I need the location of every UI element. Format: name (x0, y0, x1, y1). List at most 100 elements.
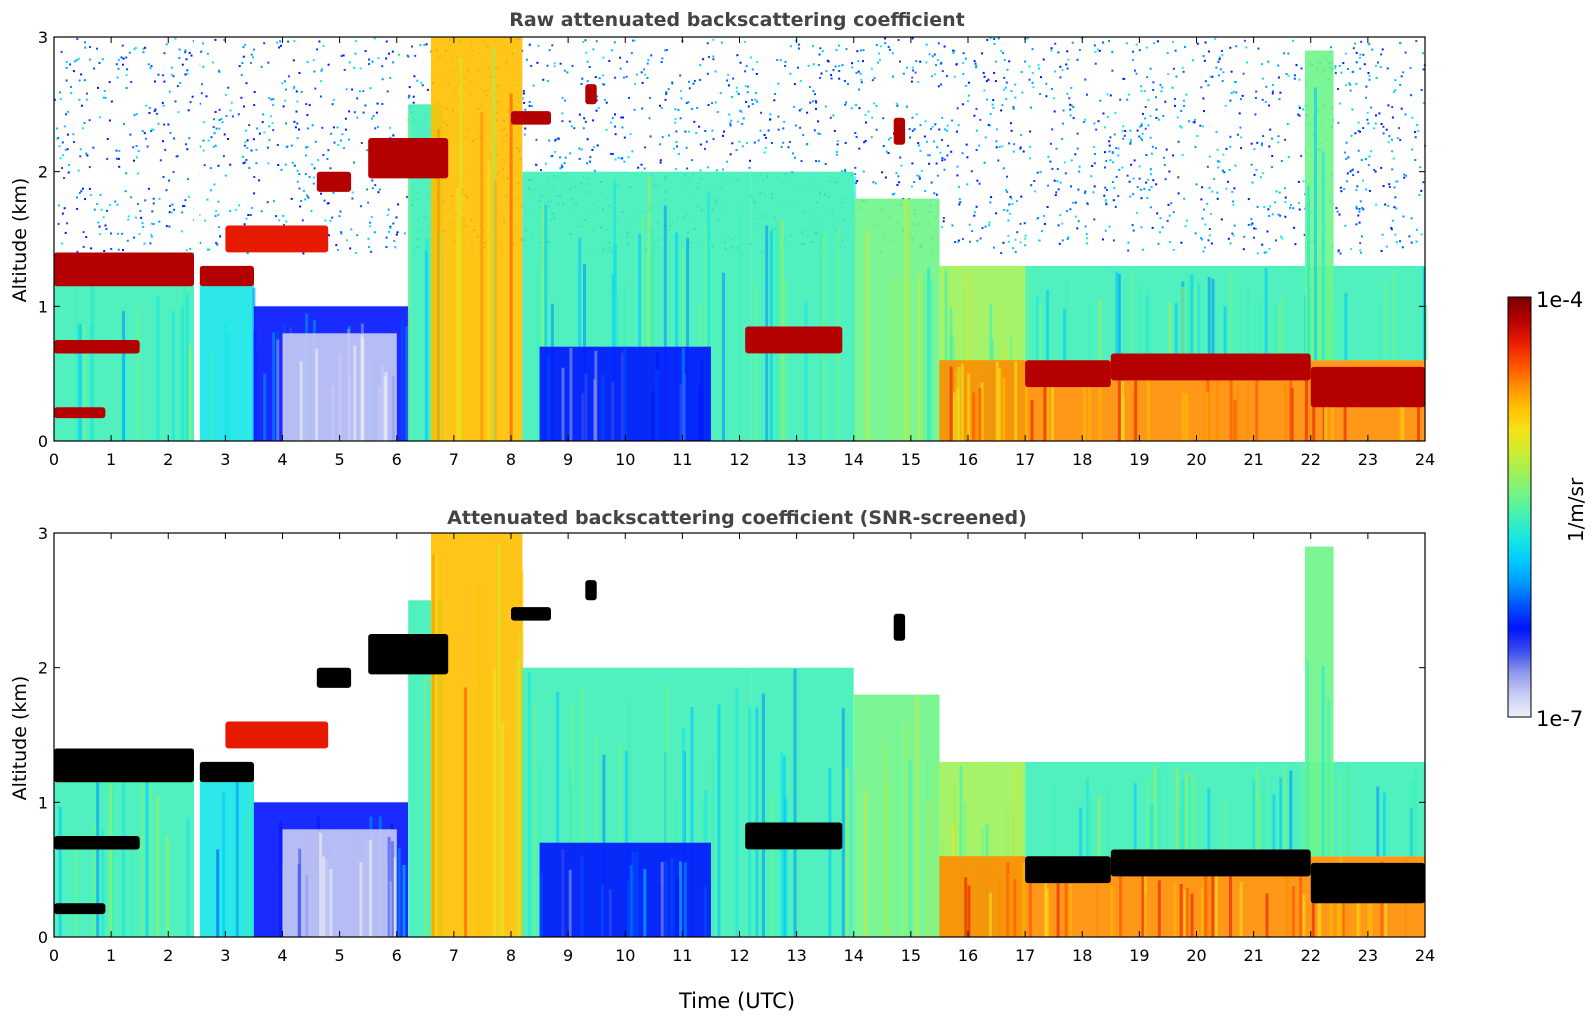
noise-speck (207, 248, 209, 251)
heatmap-streak (1143, 861, 1147, 937)
heatmap-streak (1038, 303, 1042, 361)
noise-speck (1140, 226, 1143, 229)
noise-speck (993, 43, 996, 45)
heatmap-streak (949, 366, 953, 441)
noise-speck (1150, 152, 1153, 155)
noise-speck (1366, 111, 1369, 114)
noise-speck (229, 109, 232, 112)
noise-speck (218, 226, 220, 228)
noise-speck (1360, 251, 1362, 254)
heatmap-streak (738, 218, 742, 441)
heatmap-streak (1056, 883, 1060, 937)
noise-speck (159, 159, 162, 162)
heatmap-streak (1246, 373, 1250, 441)
heatmap-streak (556, 692, 560, 937)
noise-speck (76, 37, 79, 40)
noise-speck (979, 237, 982, 240)
noise-speck (385, 40, 388, 43)
noise-speck (1074, 153, 1077, 156)
noise-speck (1007, 240, 1010, 243)
noise-speck (888, 48, 891, 51)
noise-speck (956, 130, 958, 133)
noise-speck (965, 143, 968, 146)
heatmap-streak (487, 160, 491, 442)
noise-speck (1349, 89, 1352, 92)
noise-speck (679, 74, 682, 77)
noise-speck (1156, 40, 1159, 43)
noise-speck (1097, 48, 1099, 51)
noise-speck (1219, 68, 1222, 71)
noise-speck (414, 54, 417, 57)
heatmap-streak (112, 785, 115, 937)
noise-speck (1108, 150, 1111, 153)
x-tick-label: 6 (392, 946, 402, 965)
noise-speck (723, 130, 725, 133)
noise-speck (266, 201, 269, 204)
heatmap-streak (408, 113, 412, 442)
noise-speck (1078, 49, 1081, 51)
noise-speck (1112, 239, 1115, 242)
noise-speck (98, 225, 101, 228)
noise-speck (1360, 159, 1363, 161)
noise-speck (1371, 48, 1374, 51)
noise-speck (214, 38, 217, 41)
noise-speck (135, 216, 137, 219)
heatmap-streak (186, 817, 190, 937)
noise-speck (306, 194, 309, 197)
noise-speck (797, 66, 799, 69)
noise-speck (851, 62, 854, 65)
noise-speck (947, 144, 950, 147)
noise-speck (389, 77, 392, 79)
noise-speck (215, 241, 218, 244)
noise-speck (719, 92, 722, 95)
noise-speck (769, 113, 772, 116)
heatmap-streak (82, 323, 86, 441)
noise-speck (1218, 160, 1221, 163)
noise-speck (210, 136, 213, 139)
noise-speck (1104, 199, 1107, 201)
noise-speck (644, 146, 647, 149)
noise-speck (115, 157, 118, 160)
noise-speck (1395, 207, 1398, 210)
noise-speck (341, 133, 344, 136)
noise-speck (326, 158, 329, 160)
noise-speck (1182, 70, 1185, 73)
noise-speck (174, 100, 177, 103)
noise-speck (595, 99, 598, 102)
heatmap-streak (1069, 883, 1073, 937)
noise-speck (319, 95, 322, 98)
noise-speck (199, 145, 202, 148)
noise-speck (531, 105, 533, 108)
noise-speck (1229, 46, 1232, 49)
noise-speck (684, 130, 687, 133)
noise-speck (204, 219, 207, 222)
noise-speck (77, 169, 80, 172)
noise-speck (152, 128, 155, 131)
noise-speck (776, 59, 779, 61)
noise-speck (784, 60, 787, 63)
noise-speck (858, 107, 861, 110)
noise-speck (248, 167, 251, 169)
noise-speck (1277, 135, 1280, 138)
noise-speck (99, 233, 102, 236)
noise-speck (282, 105, 285, 108)
noise-speck (808, 86, 811, 88)
noise-speck (1086, 237, 1088, 240)
cloud-layer (368, 634, 449, 675)
heatmap-streak (784, 795, 788, 937)
cloud-layer (1025, 856, 1111, 884)
noise-speck (675, 130, 678, 133)
noise-speck (1374, 170, 1377, 173)
noise-speck (1015, 200, 1018, 203)
noise-speck (215, 127, 218, 130)
noise-speck (1109, 159, 1112, 162)
noise-speck (571, 64, 574, 67)
noise-speck (793, 156, 796, 159)
noise-speck (106, 209, 108, 212)
noise-speck (910, 80, 913, 83)
noise-speck (1147, 124, 1150, 127)
noise-speck (1057, 51, 1060, 54)
heatmap-streak (1229, 367, 1233, 441)
heatmap-streak (1134, 374, 1138, 441)
noise-speck (250, 149, 253, 152)
